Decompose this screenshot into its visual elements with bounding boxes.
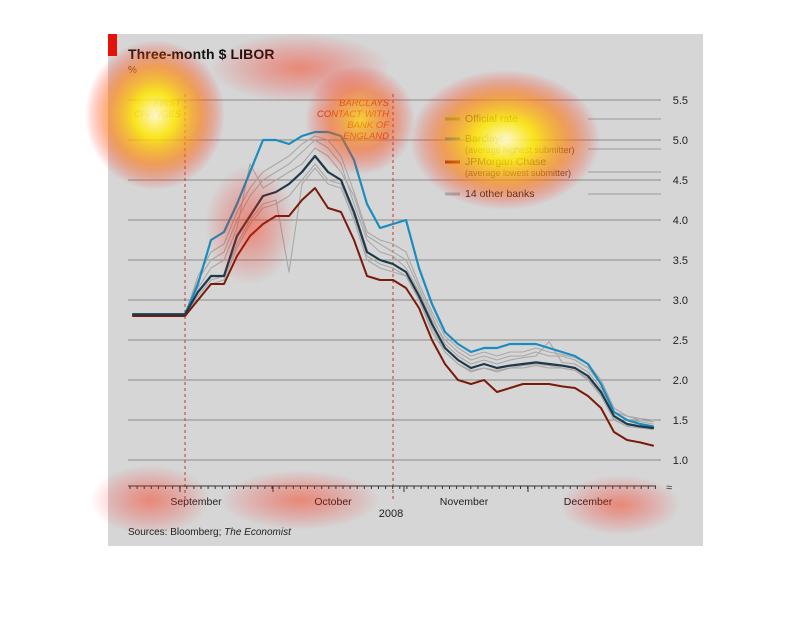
annotation-label: ENGLAND xyxy=(343,131,389,142)
annotation-label: BANK OF xyxy=(347,120,390,131)
y-tick-label: 4.0 xyxy=(673,215,688,227)
y-tick-label: 3.5 xyxy=(673,255,688,267)
y-tick-label: 3.0 xyxy=(673,295,688,307)
x-month-label: October xyxy=(314,496,352,508)
annotation-label: FIRST xyxy=(154,98,183,109)
y-tick-label: 1.0 xyxy=(673,455,688,467)
legend-label: JPMorgan Chase xyxy=(465,156,546,168)
y-tick-label: 5.5 xyxy=(673,95,688,107)
y-tick-label: 5.0 xyxy=(673,135,688,147)
source-italic: The Economist xyxy=(224,527,291,538)
annotation-label: CONTACT WITH xyxy=(317,109,389,120)
chart-panel: Three-month $ LIBOR % 5.5 5.0 4.5 4.0 3.5 3.0… xyxy=(108,34,703,546)
line-chart: 5.5 5.0 4.5 4.0 3.5 3.0 2.5 2.0 1.5 1.0 FIRSTCHANG… xyxy=(128,94,688,520)
legend-label: 14 other banks xyxy=(465,188,534,200)
legend-label: Barclays xyxy=(465,133,505,145)
source-note: Sources: Bloomberg; The Economist xyxy=(128,527,291,538)
x-month-label: December xyxy=(564,496,613,508)
y-tick-label: 2.5 xyxy=(673,335,688,347)
y-tick-label: 1.5 xyxy=(673,415,688,427)
legend-label: Official rate xyxy=(465,113,518,125)
legend-sublabel: (average lowest submitter) xyxy=(465,168,571,178)
y-tick-label: 2.0 xyxy=(673,375,688,387)
source-prefix: Sources: Bloomberg; xyxy=(128,527,225,538)
x-year-label: 2008 xyxy=(379,508,403,520)
y-tick-label: 4.5 xyxy=(673,175,688,187)
x-month-label: September xyxy=(170,496,222,508)
axis-break-mark: ≈ xyxy=(666,482,672,494)
annotation-label: CHANGES xyxy=(134,109,182,120)
legend-sublabel: (average highest submitter) xyxy=(465,145,575,155)
x-month-label: November xyxy=(440,496,489,508)
annotation-label: BARCLAYS xyxy=(339,98,390,109)
